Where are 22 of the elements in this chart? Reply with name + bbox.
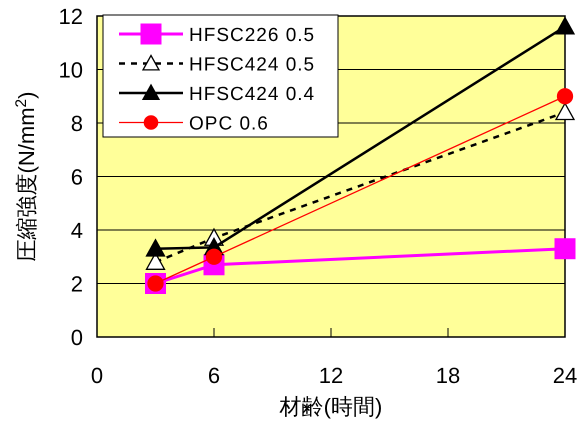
legend-label: HFSC424 0.5 xyxy=(189,54,316,76)
point xyxy=(555,102,575,120)
y-tick-label: 12 xyxy=(58,4,83,29)
y-tick-label: 0 xyxy=(70,325,83,350)
y-tick-label: 2 xyxy=(70,272,83,296)
legend-label: HFSC226 0.5 xyxy=(189,25,316,46)
y-tick-label: 4 xyxy=(70,218,83,243)
y-tick-label: 6 xyxy=(70,164,83,190)
x-axis-title: 材齢(時間) xyxy=(278,394,382,419)
point xyxy=(554,238,576,260)
x-tick-label: 0 xyxy=(90,363,104,388)
point xyxy=(555,17,575,35)
point xyxy=(556,88,574,104)
y-tick-label: 8 xyxy=(70,111,83,136)
x-tick-label: 24 xyxy=(552,363,578,388)
x-tick-label: 12 xyxy=(318,363,344,388)
x-tick-label: 18 xyxy=(436,363,460,388)
x-tick-label: 6 xyxy=(208,363,220,388)
legend-label: HFSC424 0.4 xyxy=(189,84,316,105)
y-tick-label: 10 xyxy=(58,58,83,82)
point xyxy=(146,239,166,257)
legend-label: OPC 0.6 xyxy=(189,114,269,134)
